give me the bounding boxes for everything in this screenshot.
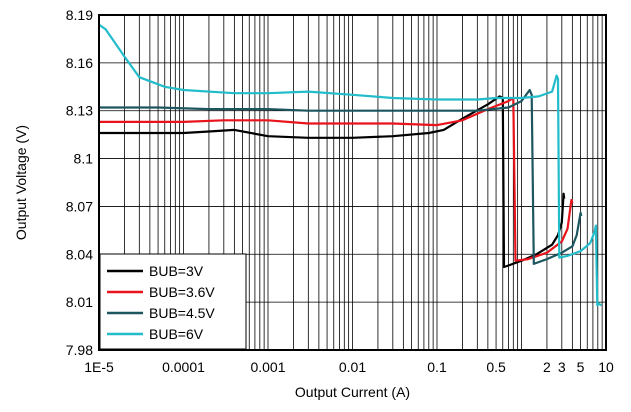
x-tick-label: 0.001 <box>250 359 285 375</box>
legend-entry-4: BUB=6V <box>149 326 204 342</box>
series-line-4 <box>98 23 602 307</box>
grid <box>99 15 606 350</box>
series-line-2 <box>99 96 574 262</box>
y-tick-label: 8.16 <box>66 55 93 71</box>
series-line-1 <box>99 95 566 269</box>
legend-entry-1: BUB=3V <box>149 263 204 279</box>
x-tick-label: 10 <box>598 359 614 375</box>
legend-entry-3: BUB=4.5V <box>149 305 215 321</box>
legend: BUB=3V BUB=3.6V BUB=4.5V BUB=6V <box>99 253 247 350</box>
plot-frame <box>98 14 607 351</box>
x-tick-label: 0.1 <box>427 359 447 375</box>
y-tick-label: 8.13 <box>66 103 93 119</box>
y-tick-label: 8.04 <box>66 246 93 262</box>
y-axis-label: Output Voltage (V) <box>13 125 29 240</box>
y-tick-label: 8.1 <box>74 151 94 167</box>
y-tick-label: 8.07 <box>66 198 93 214</box>
x-axis-label: Output Current (A) <box>295 384 410 400</box>
x-tick-label: 0.5 <box>486 359 506 375</box>
x-tick-label: 3 <box>558 359 566 375</box>
x-tick-label: 2 <box>543 359 551 375</box>
x-tick-label: 5 <box>577 359 585 375</box>
y-tick-label: 8.01 <box>66 294 93 310</box>
y-tick-label: 7.98 <box>66 342 93 358</box>
series-layer <box>98 23 602 307</box>
x-tick-label: 1E-5 <box>84 359 114 375</box>
y-tick-labels: 7.98 8.01 8.04 8.07 8.1 8.13 8.16 8.19 <box>66 7 93 358</box>
x-tick-label: 0.0001 <box>162 359 205 375</box>
x-tick-label: 0.01 <box>339 359 366 375</box>
series-line-3 <box>99 88 583 265</box>
y-tick-label: 8.19 <box>66 7 93 23</box>
legend-entry-2: BUB=3.6V <box>149 284 215 300</box>
x-tick-labels: 1E-5 0.0001 0.001 0.01 0.1 0.5 2 3 5 10 <box>84 359 614 375</box>
